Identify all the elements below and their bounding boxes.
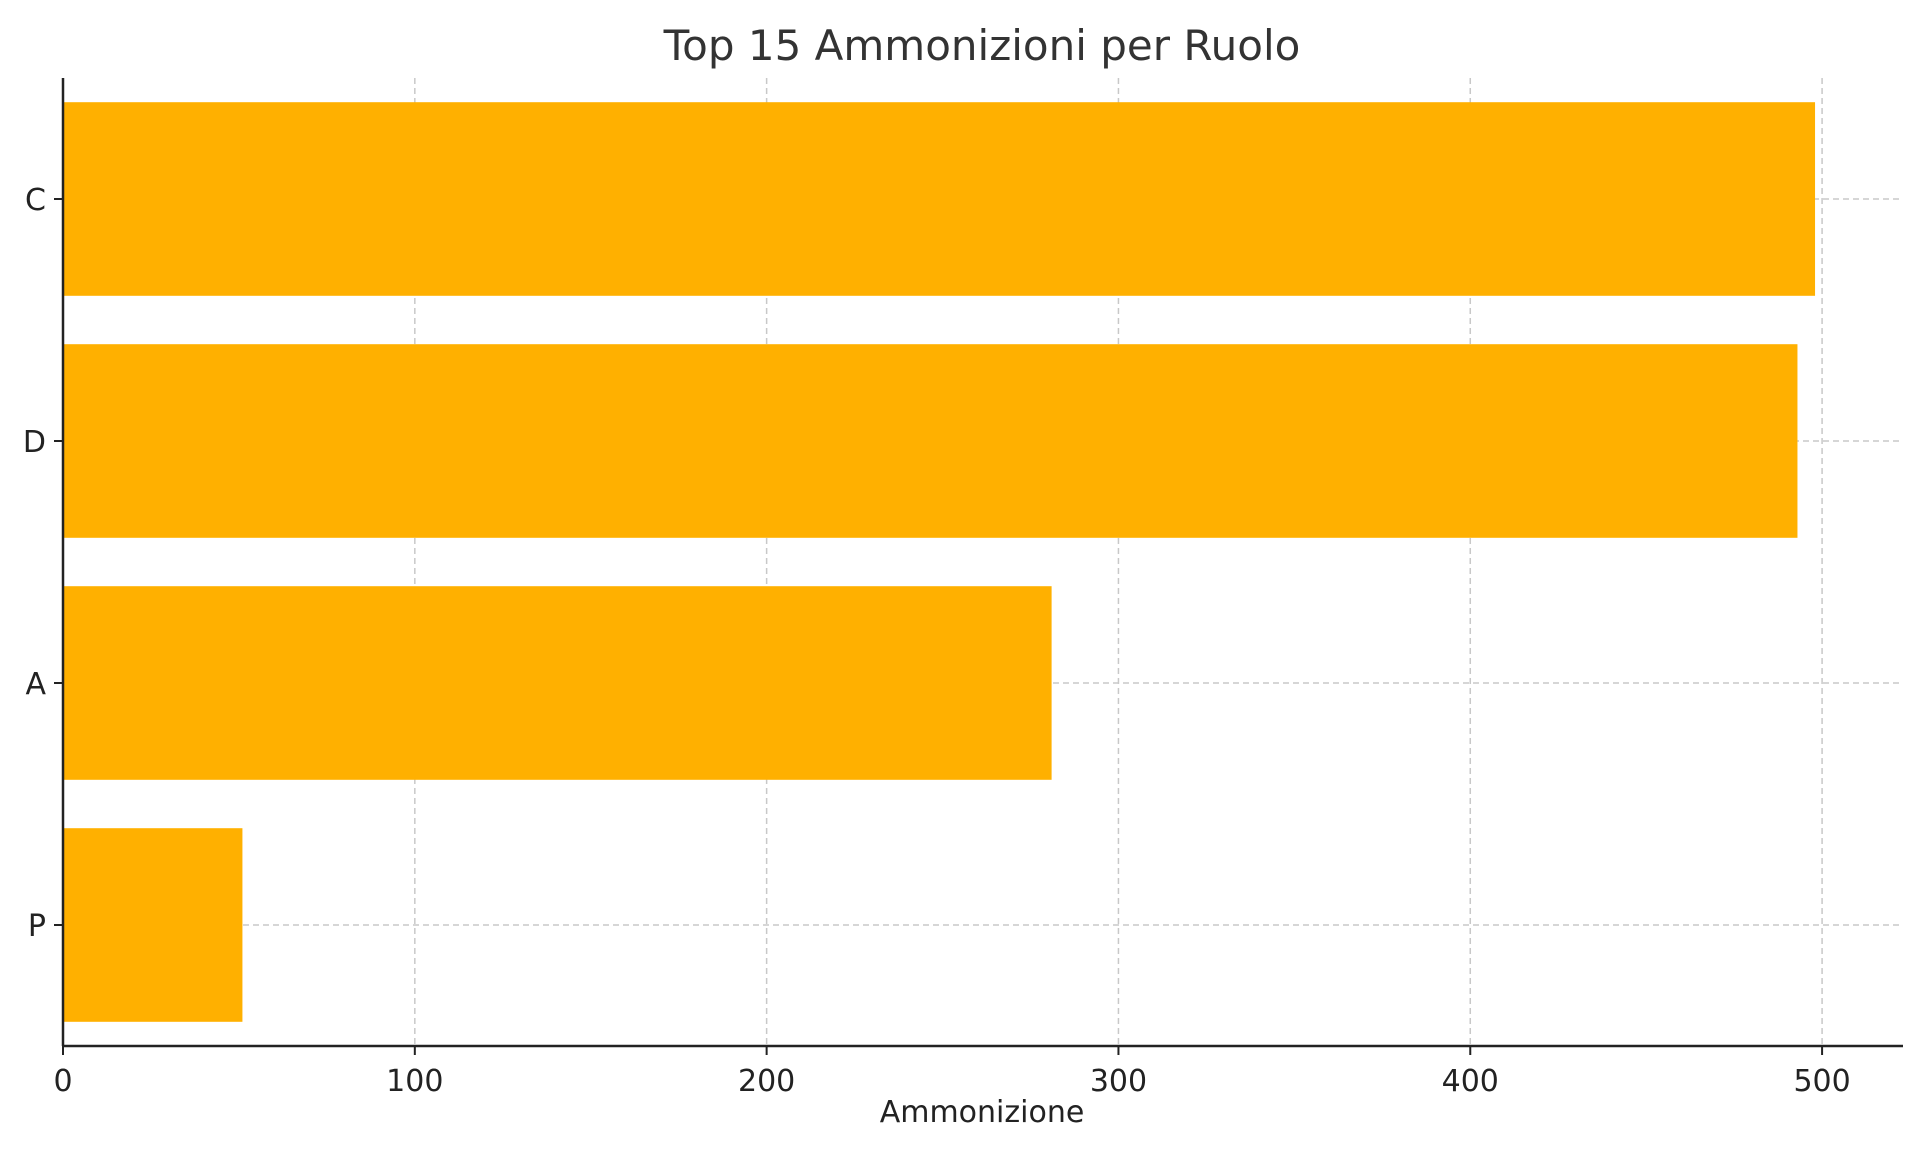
bars-layer bbox=[63, 102, 1816, 1022]
y-tick-label: D bbox=[23, 425, 46, 460]
bar-p bbox=[63, 828, 243, 1022]
bar-c bbox=[63, 102, 1816, 296]
ticks-layer: 0 100 200 300 400 500 C D A P bbox=[23, 183, 1851, 1099]
x-tick-label: 100 bbox=[386, 1064, 443, 1099]
x-tick-label: 500 bbox=[1793, 1064, 1850, 1099]
chart-title: Top 15 Ammonizioni per Ruolo bbox=[663, 21, 1301, 70]
x-tick-label: 300 bbox=[1090, 1064, 1147, 1099]
x-tick-label: 200 bbox=[738, 1064, 795, 1099]
bar-d bbox=[63, 344, 1798, 538]
bar-a bbox=[63, 586, 1052, 780]
y-tick-label: C bbox=[25, 183, 46, 218]
x-axis-label: Ammonizione bbox=[880, 1095, 1085, 1130]
y-tick-label: P bbox=[28, 909, 46, 944]
axes-layer bbox=[61, 78, 1903, 1048]
x-tick-label: 0 bbox=[53, 1064, 72, 1099]
x-tick-label: 400 bbox=[1442, 1064, 1499, 1099]
y-tick-label: A bbox=[25, 667, 46, 702]
